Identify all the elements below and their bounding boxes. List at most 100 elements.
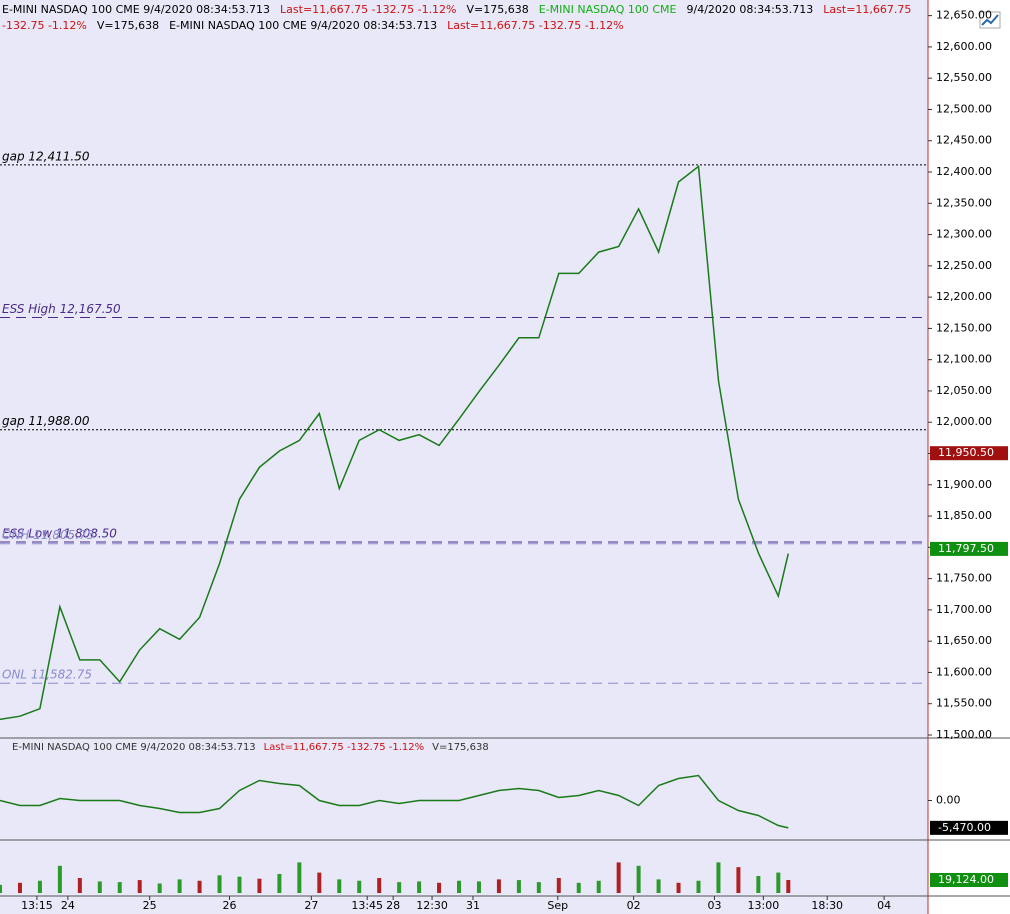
y-tick-label: 11,700.00 (936, 603, 992, 616)
price-marker-label: 19,124.00 (938, 873, 994, 886)
volume-bar (277, 873, 282, 893)
header-item: E-MINI NASDAQ 100 CME (538, 3, 677, 16)
x-tick-label: 18:30 (811, 899, 843, 912)
panel-title: E-MINI NASDAQ 100 CME 9/4/2020 08:34:53.… (12, 742, 489, 753)
y-tick-label: 12,000.00 (936, 415, 992, 428)
y-tick-label: 12,650.00 (936, 9, 992, 22)
volume-bar (716, 862, 721, 893)
y-tick-label: 12,150.00 (936, 321, 992, 334)
x-tick-label: 13:00 (748, 899, 780, 912)
volume-bar (117, 882, 122, 893)
volume-bar (297, 862, 302, 893)
volume-bar (516, 880, 521, 893)
header-item: V=175,638 (96, 19, 160, 32)
volume-bar (457, 880, 462, 893)
panel-title-part: Last=11,667.75 -132.75 -1.12% (264, 742, 424, 753)
volume-bar (157, 883, 162, 893)
volume-bar (756, 875, 761, 893)
volume-bar (337, 879, 342, 893)
volume-bar (397, 882, 402, 893)
y-tick-label: 12,500.00 (936, 102, 992, 115)
volume-bar (476, 881, 481, 893)
header: E-MINI NASDAQ 100 CME 9/4/2020 08:34:53.… (2, 2, 917, 34)
x-tick-label: 02 (627, 899, 641, 912)
y-tick-label: 12,200.00 (936, 290, 992, 303)
y-tick-label: 12,400.00 (936, 165, 992, 178)
y-tick-label: 12,350.00 (936, 196, 992, 209)
volume-bar (676, 882, 681, 893)
level-label: ESS High 12,167.50 (2, 302, 121, 316)
y-tick-label: 12,300.00 (936, 228, 992, 241)
x-tick-label: 04 (877, 899, 891, 912)
volume-bar (556, 878, 561, 893)
price-marker-label: -5,470.00 (938, 821, 991, 834)
price-marker-label: 11,797.50 (938, 542, 994, 555)
y-tick-label: 11,900.00 (936, 478, 992, 491)
y-tick-label: 12,050.00 (936, 384, 992, 397)
x-tick-label: 31 (466, 899, 480, 912)
volume-bar (576, 882, 581, 893)
y-tick-label: 11,500.00 (936, 728, 992, 741)
panel-title-part: E-MINI NASDAQ 100 CME 9/4/2020 08:34:53.… (12, 742, 256, 753)
y-tick-label: 11,600.00 (936, 665, 992, 678)
x-tick-label: 03 (707, 899, 721, 912)
volume-bar (197, 880, 202, 893)
volume-bar (357, 880, 362, 893)
volume-bar (177, 879, 182, 893)
header-item: Last=11,667.75 -132.75 -1.12% (2, 3, 912, 32)
y-tick-label: 0.00 (936, 794, 961, 807)
volume-bar (257, 878, 262, 893)
volume-bar (786, 879, 791, 893)
plot-background (0, 0, 928, 914)
volume-bar (17, 882, 22, 893)
price-marker (930, 541, 1008, 556)
x-tick-label: Sep (547, 899, 568, 912)
volume-bar (377, 878, 382, 893)
volume-bar (636, 865, 641, 893)
header-item: V=175,638 (466, 3, 529, 16)
y-tick-label: 12,100.00 (936, 353, 992, 366)
volume-bar (496, 879, 501, 893)
price-marker-label: 11,950.50 (938, 446, 994, 459)
volume-bar (97, 881, 102, 893)
x-tick-label: 26 (223, 899, 237, 912)
volume-bar (696, 880, 701, 893)
volume-bar (217, 875, 222, 893)
header-item: Last=11,667.75 -132.75 -1.12% (280, 3, 457, 16)
volume-bar (596, 880, 601, 893)
x-tick-label: 13:15 (21, 899, 53, 912)
volume-bar (776, 872, 781, 893)
volume-bar (437, 882, 442, 893)
volume-bar (237, 876, 242, 893)
volume-bar (77, 878, 82, 893)
volume-bar (616, 862, 621, 893)
volume-bar (317, 872, 322, 893)
toolbar-icon[interactable] (979, 11, 1001, 29)
volume-bar (656, 879, 661, 893)
panel-title-part: V=175,638 (432, 742, 489, 753)
volume-bar (137, 880, 142, 893)
header-item: Last=11,667.75 -132.75 -1.12% (447, 19, 624, 32)
y-tick-label: 12,250.00 (936, 259, 992, 272)
volume-bar (0, 884, 2, 893)
header-item: 9/4/2020 08:34:53.713 (686, 3, 814, 16)
x-tick-label: 27 (304, 899, 318, 912)
x-tick-label: 28 (386, 899, 400, 912)
volume-bar (536, 882, 541, 893)
x-tick-label: 25 (143, 899, 157, 912)
y-tick-label: 11,650.00 (936, 634, 992, 647)
x-tick-label: 24 (61, 899, 75, 912)
price-line (0, 164, 790, 721)
volume-bar (37, 880, 42, 893)
price-marker (930, 446, 1008, 461)
x-tick-label: 13:45 (351, 899, 383, 912)
header-item: E-MINI NASDAQ 100 CME 9/4/2020 08:34:53.… (2, 3, 271, 16)
level-label: gap 11,988.00 (2, 414, 90, 428)
price-marker (930, 872, 1008, 887)
volume-bar (417, 881, 422, 893)
y-tick-label: 11,850.00 (936, 509, 992, 522)
y-tick-label: 12,550.00 (936, 71, 992, 84)
y-tick-label: 12,450.00 (936, 134, 992, 147)
y-tick-label: 11,750.00 (936, 572, 992, 585)
